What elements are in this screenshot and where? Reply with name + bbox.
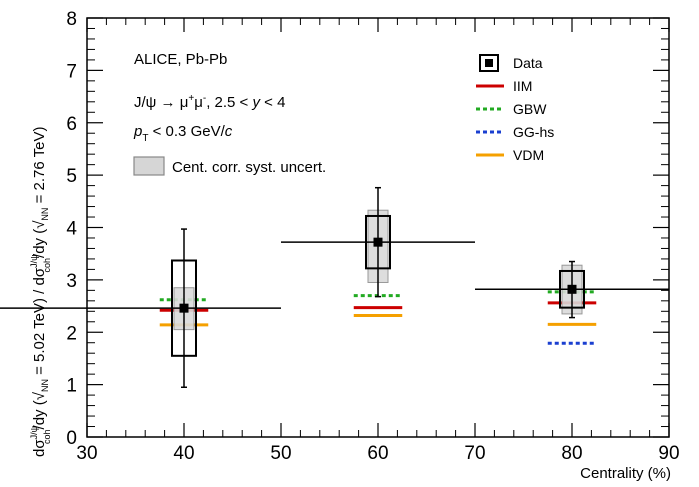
x-tick-label: 70 (464, 443, 485, 464)
x-tick-label: 60 (367, 443, 388, 464)
legend-label: IIM (513, 78, 532, 94)
y-tick-label: 6 (66, 114, 77, 135)
legend-data-box (479, 54, 499, 72)
annotation-collision-system: ALICE, Pb-Pb (134, 51, 227, 68)
y-tick-label: 2 (66, 323, 77, 344)
y-axis-title: dσJ/ψ coh/dy (√NN = 5.02 TeV) / dσJ/ψ coh/… (29, 127, 52, 457)
annotation-pt-cut: pT < 0.3 GeV/c (133, 123, 233, 144)
annotation-decay-channel: J/ψ → μ+μ-, 2.5 < y < 4 (134, 93, 285, 111)
y-tick-label: 4 (66, 219, 77, 240)
x-tick-label: 50 (270, 443, 291, 464)
x-tick-label: 80 (561, 443, 582, 464)
chart-annotations: ALICE, Pb-Pb J/ψ → μ+μ-, 2.5 < y < 4 pT … (29, 51, 671, 482)
legend-label: GBW (513, 101, 547, 117)
cent-syst-legend-box (133, 156, 165, 176)
data-point (373, 237, 383, 247)
x-tick-label: 30 (76, 443, 97, 464)
x-tick-label: 90 (658, 443, 679, 464)
legend: Data IIM GBW GG-hs VDM (476, 54, 554, 163)
x-axis-title: Centrality (%) (580, 465, 671, 482)
y-tick-label: 0 (66, 428, 77, 449)
annotation-cent-syst: Cent. corr. syst. uncert. (172, 159, 326, 176)
data-point (179, 303, 189, 313)
legend-data-marker (485, 59, 493, 67)
axis-ticks: 30 40 50 60 70 80 90 0 1 2 3 4 5 6 7 8 (66, 9, 679, 464)
model-lines (159, 290, 597, 345)
y-tick-label: 8 (66, 9, 77, 30)
legend-label: VDM (513, 147, 544, 163)
y-tick-label: 3 (66, 271, 77, 292)
y-tick-label: 7 (66, 61, 77, 82)
legend-label: GG-hs (513, 124, 554, 140)
y-tick-label: 5 (66, 166, 77, 187)
x-tick-label: 40 (173, 443, 194, 464)
y-tick-label: 1 (66, 376, 77, 397)
legend-label: Data (513, 55, 543, 71)
data-points (0, 186, 669, 388)
data-point (567, 284, 577, 294)
